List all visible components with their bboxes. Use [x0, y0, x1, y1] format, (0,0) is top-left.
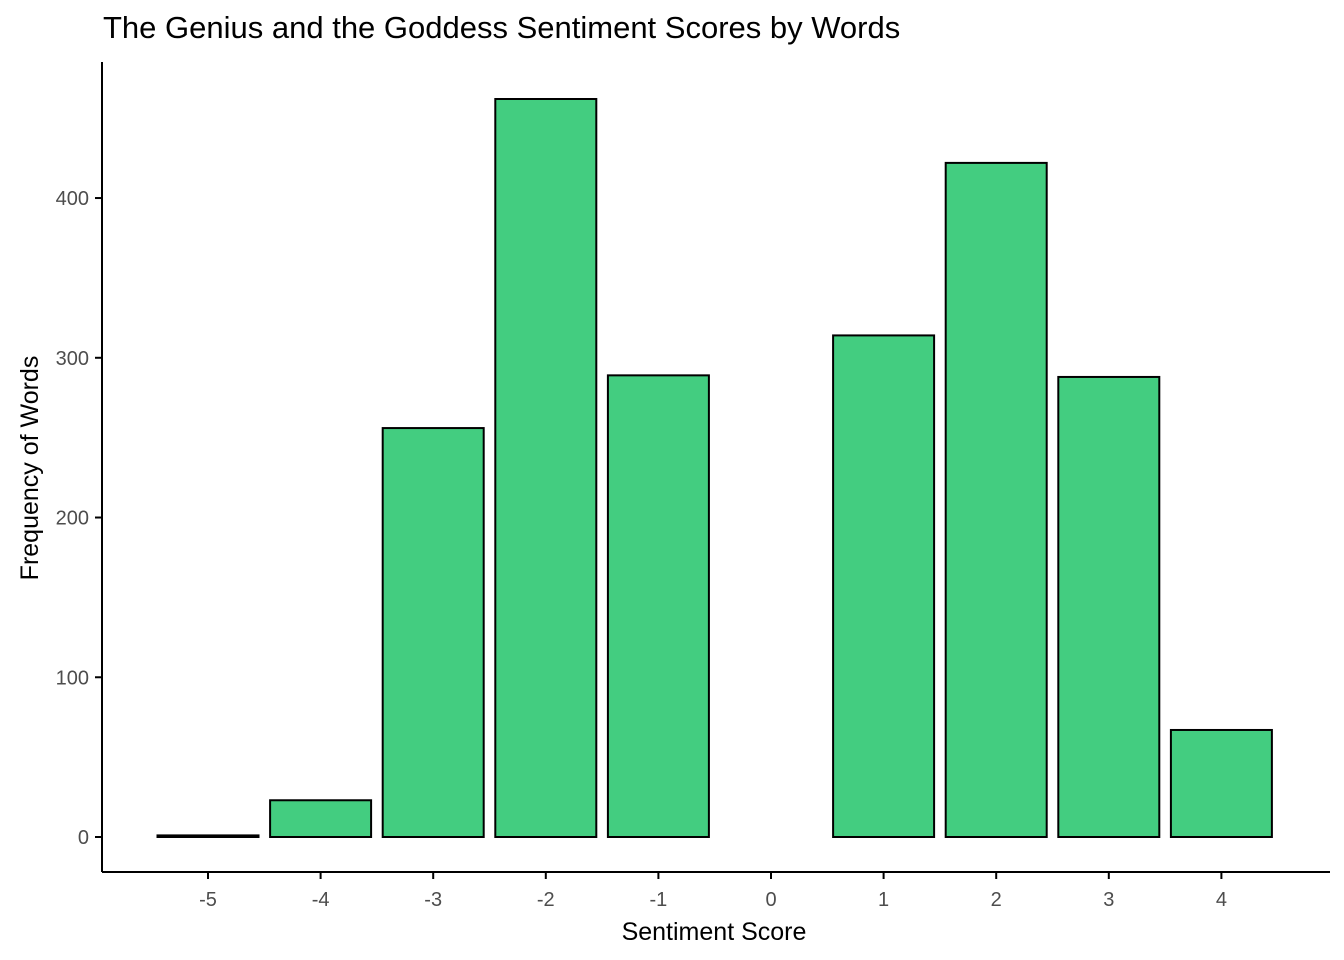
x-tick-label--5: -5 — [199, 889, 217, 911]
bar--5 — [156, 834, 260, 838]
y-axis-ticks: 0 100 200 300 400 — [56, 188, 102, 849]
y-tick-label-100: 100 — [56, 667, 89, 689]
x-tick-label--2: -2 — [537, 889, 555, 911]
y-tick-label-200: 200 — [56, 508, 89, 530]
y-tick-label-400: 400 — [56, 188, 89, 210]
x-tick-label-0: 0 — [765, 889, 776, 911]
bar-2 — [944, 161, 1048, 838]
bar--4 — [269, 799, 373, 839]
bars-group — [156, 98, 1273, 839]
x-tick-label-4: 4 — [1216, 889, 1227, 911]
bar--2 — [494, 98, 598, 838]
y-tick-label-0: 0 — [78, 827, 89, 849]
bar-3 — [1057, 375, 1161, 838]
x-axis-label: Sentiment Score — [622, 918, 807, 946]
bar-4 — [1169, 728, 1273, 838]
y-axis-label: Frequency of Words — [16, 356, 44, 581]
bar--3 — [381, 427, 485, 838]
x-tick-label-3: 3 — [1103, 889, 1114, 911]
x-tick-label-2: 2 — [991, 889, 1002, 911]
x-axis-ticks: -5 -4 -3 -2 -1 0 1 2 3 4 — [199, 872, 1227, 911]
chart-title: The Genius and the Goddess Sentiment Sco… — [103, 10, 901, 45]
bar-1 — [832, 334, 936, 838]
bar--1 — [606, 374, 710, 838]
x-tick-label--1: -1 — [650, 889, 668, 911]
x-tick-label-1: 1 — [878, 889, 889, 911]
x-tick-label--3: -3 — [424, 889, 442, 911]
x-tick-label--4: -4 — [312, 889, 330, 911]
y-tick-label-300: 300 — [56, 348, 89, 370]
